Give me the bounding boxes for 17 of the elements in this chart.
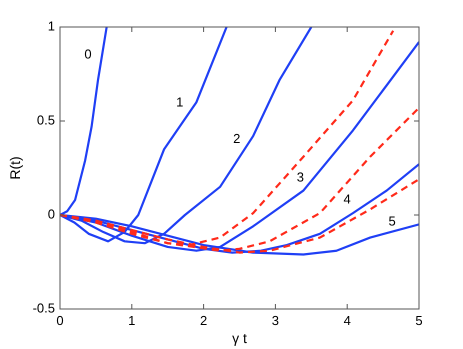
- x-tick-label: 2: [200, 313, 208, 328]
- y-tick-label: 1: [48, 18, 55, 34]
- y-tick-label: 0.5: [36, 112, 55, 128]
- series-label: 1: [176, 94, 184, 110]
- series-label: 4: [344, 192, 351, 207]
- y-tick-label: -0.5: [32, 300, 55, 316]
- series-label: 0: [84, 46, 92, 62]
- x-tick-label: 4: [344, 313, 351, 328]
- series-label: 3: [296, 170, 304, 185]
- series-label: 2: [233, 131, 240, 146]
- series-label: 5: [388, 213, 396, 228]
- y-axis-title: R(t): [7, 156, 23, 180]
- x-tick-label: 3: [272, 313, 280, 328]
- x-axis-title: γ t: [232, 330, 247, 346]
- x-tick-label: 5: [415, 313, 423, 328]
- x-tick-label: 1: [128, 313, 136, 328]
- y-tick-label: 0: [48, 206, 55, 222]
